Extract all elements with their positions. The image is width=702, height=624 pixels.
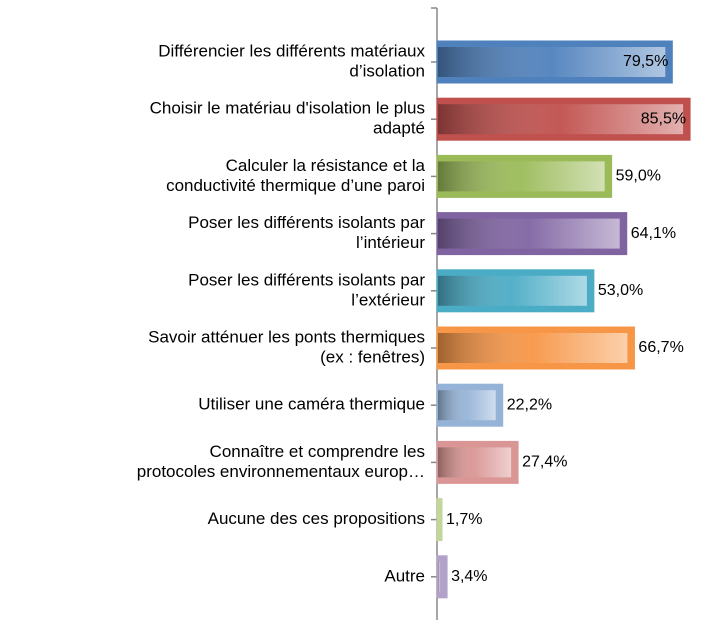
category-label: Utiliser une caméra thermique — [198, 395, 425, 414]
bar-shine — [438, 104, 684, 135]
category-label: conductivité thermique d’une paroi — [166, 176, 425, 195]
bar-shine — [438, 47, 666, 77]
category-label: l’extérieur — [351, 290, 425, 309]
value-label: 1,7% — [446, 511, 482, 528]
bar-shine — [438, 275, 587, 306]
bar-shine — [438, 333, 628, 363]
value-label: 3,4% — [451, 568, 487, 585]
category-label: d’isolation — [349, 61, 425, 80]
category-label: l’intérieur — [356, 233, 425, 252]
category-label: Connaître et comprendre les — [210, 442, 425, 461]
category-label: Calculer la résistance et la — [226, 156, 426, 175]
value-label: 27,4% — [522, 454, 567, 471]
value-label: 59,0% — [616, 168, 661, 185]
bar-shine — [438, 161, 605, 192]
bar-shine — [438, 218, 620, 249]
value-label: 64,1% — [631, 225, 676, 242]
value-label: 66,7% — [638, 339, 683, 356]
bar-shine — [438, 390, 496, 421]
category-label: Savoir atténuer les ponts thermiques — [148, 327, 425, 346]
category-label: Autre — [384, 566, 425, 585]
bar — [436, 498, 443, 542]
value-label: 79,5% — [623, 53, 668, 70]
bar-shine — [438, 561, 441, 592]
bar-shine — [438, 447, 512, 478]
category-label: adapté — [373, 119, 425, 138]
category-label: Différencier les différents matériaux — [158, 41, 425, 60]
value-label: 85,5% — [641, 110, 686, 127]
category-label: Poser les différents isolants par — [188, 270, 425, 289]
category-label: protocoles environnementaux europ… — [137, 462, 425, 481]
category-label: Choisir le matériau d'isolation le plus — [150, 99, 425, 118]
bar — [436, 555, 448, 599]
value-label: 22,2% — [507, 396, 552, 413]
value-label: 53,0% — [598, 282, 643, 299]
category-label: Aucune des ces propositions — [208, 509, 425, 528]
category-label: (ex : fenêtres) — [320, 347, 425, 366]
category-label: Poser les différents isolants par — [188, 213, 425, 232]
